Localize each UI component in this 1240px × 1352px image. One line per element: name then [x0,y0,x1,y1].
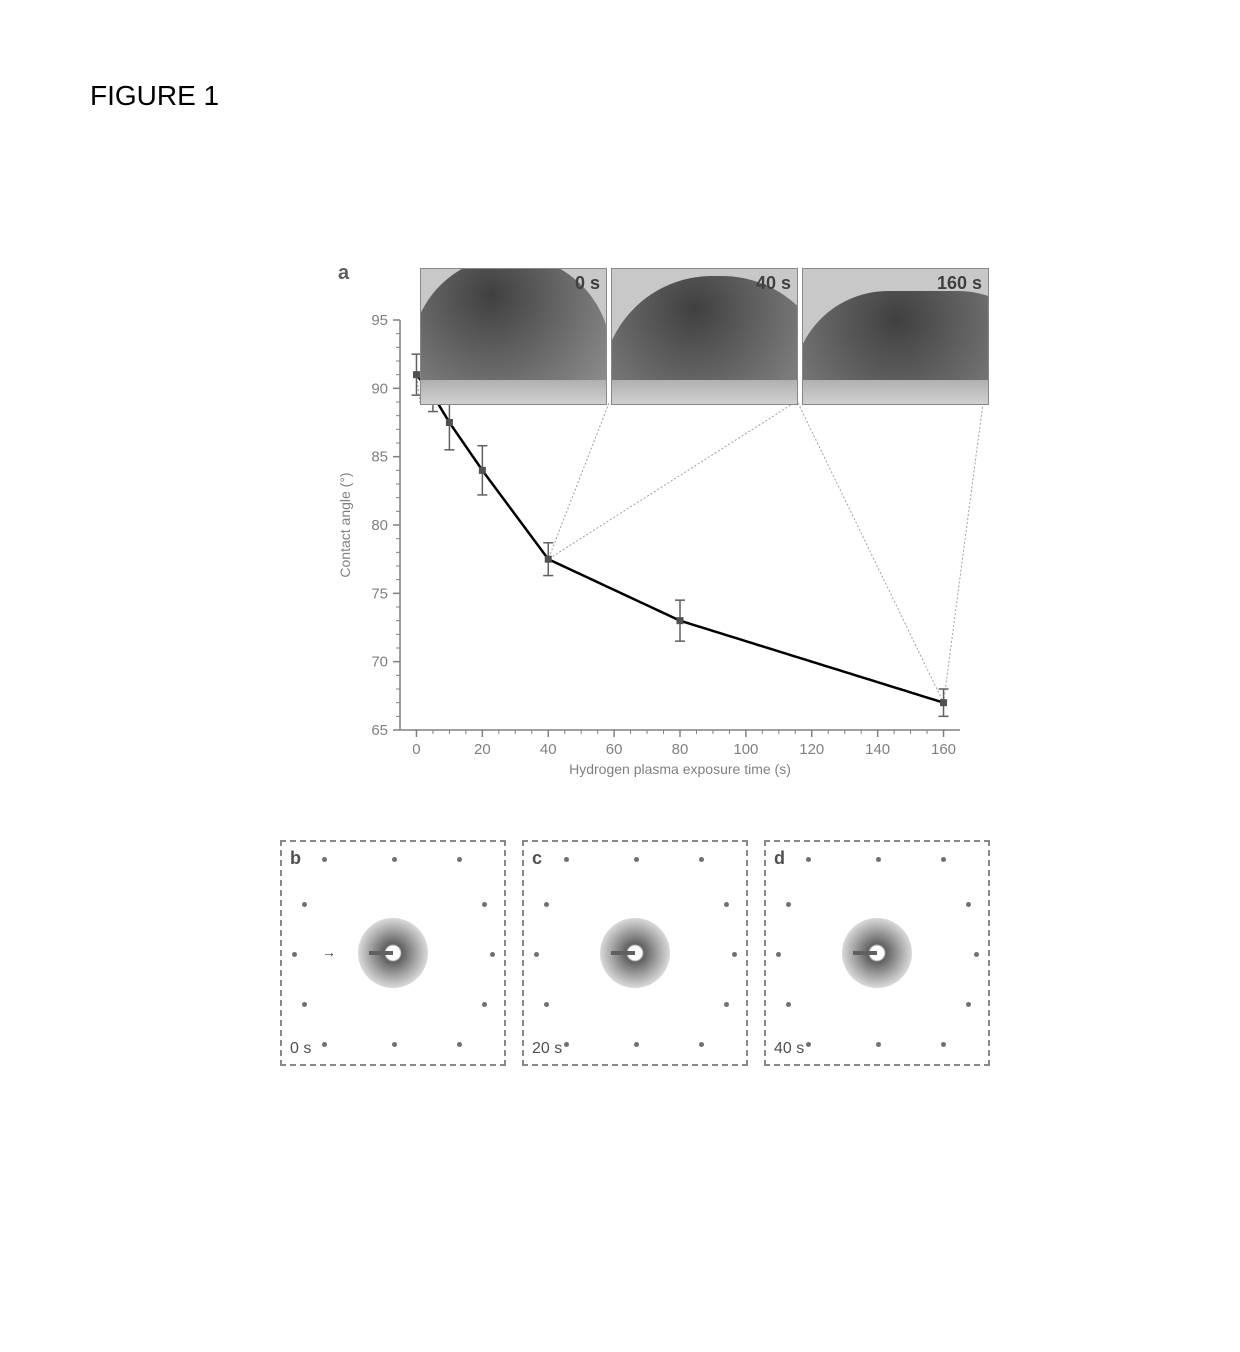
svg-text:140: 140 [865,741,890,758]
diffraction-spot [786,1002,791,1007]
svg-text:65: 65 [371,722,388,739]
diffraction-spot [482,902,487,907]
svg-text:160: 160 [931,741,956,758]
diffraction-spot [322,857,327,862]
diffraction-spot [292,952,297,957]
panel-letter: d [774,848,785,869]
diffraction-spot [966,902,971,907]
svg-text:70: 70 [371,654,388,671]
diffraction-spot [457,1042,462,1047]
droplet-shape [802,291,989,386]
diffraction-spot [966,1002,971,1007]
diffraction-spot [392,857,397,862]
diffraction-spot [699,1042,704,1047]
diffraction-spot [941,1042,946,1047]
panel-letter: b [290,848,301,869]
panel-time-label: 40 s [774,1040,804,1058]
panel-time-label: 0 s [290,1040,311,1058]
droplet-inset-0: 0 s [420,268,607,405]
diffraction-spot [806,1042,811,1047]
svg-text:100: 100 [733,741,758,758]
diffraction-spot [544,902,549,907]
diffraction-spot [302,902,307,907]
diffraction-spot [806,857,811,862]
diffraction-center [358,918,428,988]
diffraction-spot [634,1042,639,1047]
svg-text:Hydrogen plasma exposure time: Hydrogen plasma exposure time (s) [569,761,791,777]
diffraction-spot [490,952,495,957]
droplet-surface [803,380,988,404]
diffraction-spot [776,952,781,957]
svg-text:Contact angle (°): Contact angle (°) [337,472,353,577]
svg-text:40: 40 [540,741,557,758]
panel-time-label: 20 s [532,1040,562,1058]
svg-text:90: 90 [371,380,388,397]
diffraction-spot [974,952,979,957]
diffraction-spot [699,857,704,862]
diffraction-spot [302,1002,307,1007]
svg-text:75: 75 [371,585,388,602]
droplet-inset-1: 40 s [611,268,798,405]
arrow-icon: → [322,944,336,960]
panel-letter: c [532,848,542,869]
droplet-surface [612,380,797,404]
inset-time-label: 160 s [937,273,982,294]
diffraction-spot [564,857,569,862]
diffraction-center [600,918,670,988]
diffraction-spot [322,1042,327,1047]
diffraction-spot [482,1002,487,1007]
svg-text:80: 80 [371,517,388,534]
diffraction-spot [392,1042,397,1047]
diffraction-spot [564,1042,569,1047]
diffraction-spot [876,1042,881,1047]
inset-row: 0 s 40 s 160 s [420,268,989,405]
diffraction-spot [786,902,791,907]
diffraction-spot [544,1002,549,1007]
diffraction-panel-d: d 40 s [764,840,990,1066]
figure-label: FIGURE 1 [90,80,219,112]
diffraction-spot [534,952,539,957]
droplet-surface [421,380,606,404]
inset-time-label: 40 s [756,273,791,294]
diffraction-spot [732,952,737,957]
svg-text:20: 20 [474,741,491,758]
diffraction-spot [941,857,946,862]
diffraction-center [842,918,912,988]
svg-text:60: 60 [606,741,623,758]
diffraction-panels: b 0 s → c 20 s d 40 s [280,840,990,1066]
inset-time-label: 0 s [575,273,600,294]
svg-text:80: 80 [672,741,689,758]
droplet-inset-2: 160 s [802,268,989,405]
diffraction-spot [634,857,639,862]
svg-text:85: 85 [371,449,388,466]
svg-text:95: 95 [371,312,388,329]
diffraction-spot [724,902,729,907]
diffraction-spot [724,1002,729,1007]
svg-text:120: 120 [799,741,824,758]
diffraction-spot [876,857,881,862]
diffraction-panel-c: c 20 s [522,840,748,1066]
svg-text:0: 0 [412,741,420,758]
diffraction-panel-b: b 0 s → [280,840,506,1066]
diffraction-spot [457,857,462,862]
